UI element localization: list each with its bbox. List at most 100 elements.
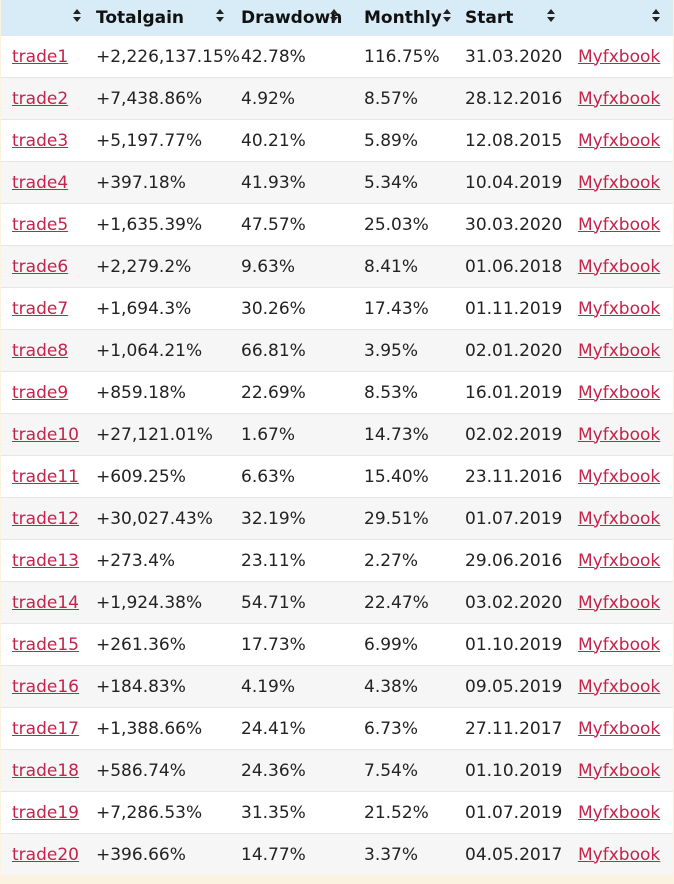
column-header-name[interactable]: [1, 0, 85, 35]
table-row: trade16 +184.83% 4.19% 4.38% 09.05.2019 Myfxb…: [1, 665, 673, 707]
start-date-cell: 29.06.2016: [454, 539, 568, 581]
start-date-cell: 09.05.2019: [465, 676, 563, 697]
myfxbook-cell: Myfxbook: [568, 329, 673, 371]
myfxbook-link[interactable]: Myfxbook: [578, 592, 661, 613]
myfxbook-link[interactable]: Myfxbook: [578, 844, 661, 865]
trade-name-link[interactable]: trade8: [12, 340, 69, 361]
trade-name-cell: trade5: [1, 203, 85, 245]
trade-name-link[interactable]: trade15: [12, 634, 79, 655]
trade-name-link[interactable]: trade2: [12, 88, 69, 109]
myfxbook-link[interactable]: Myfxbook: [578, 172, 661, 193]
myfxbook-cell: Myfxbook: [568, 539, 673, 581]
drawdown-cell: 42.78%: [230, 35, 353, 77]
myfxbook-link[interactable]: Myfxbook: [578, 550, 661, 571]
sort-arrows-icon[interactable]: [442, 6, 452, 26]
trade-name-link[interactable]: trade1: [12, 46, 69, 67]
myfxbook-link[interactable]: Myfxbook: [578, 634, 661, 655]
sort-arrows-icon[interactable]: [329, 6, 339, 26]
column-header-monthly[interactable]: Monthly: [353, 0, 454, 35]
start-date-cell: 16.01.2019: [465, 382, 563, 403]
monthly-cell: 5.34%: [364, 172, 419, 193]
drawdown-cell: 24.41%: [241, 718, 306, 739]
monthly-cell: 21.52%: [353, 791, 454, 833]
monthly-cell: 29.51%: [353, 497, 454, 539]
trade-name-link[interactable]: trade5: [12, 214, 69, 235]
trade-name-link[interactable]: trade17: [12, 718, 79, 739]
myfxbook-link[interactable]: Myfxbook: [578, 508, 661, 529]
trade-name-link[interactable]: trade4: [12, 172, 69, 193]
drawdown-cell: 41.93%: [230, 161, 353, 203]
totalgain-cell: +609.25%: [96, 466, 186, 487]
start-date-cell: 23.11.2016: [454, 455, 568, 497]
myfxbook-link[interactable]: Myfxbook: [578, 214, 661, 235]
myfxbook-link[interactable]: Myfxbook: [578, 718, 661, 739]
myfxbook-link[interactable]: Myfxbook: [578, 130, 661, 151]
column-header-link[interactable]: [568, 0, 673, 35]
drawdown-cell: 40.21%: [230, 119, 353, 161]
trade-name-cell: trade2: [1, 77, 85, 119]
drawdown-cell: 32.19%: [241, 508, 306, 529]
totalgain-cell: +1,388.66%: [85, 707, 230, 749]
myfxbook-cell: Myfxbook: [568, 707, 673, 749]
table-row: trade9 +859.18% 22.69% 8.53% 16.01.2019 Myfxb…: [1, 371, 673, 413]
monthly-cell: 4.38%: [353, 665, 454, 707]
myfxbook-link[interactable]: Myfxbook: [578, 46, 661, 67]
table-header-row: Totalgain Drawdown Monthly Start: [1, 0, 673, 35]
trade-name-cell: trade19: [1, 791, 85, 833]
myfxbook-link[interactable]: Myfxbook: [578, 424, 661, 445]
monthly-cell: 14.73%: [364, 424, 429, 445]
sort-arrows-icon[interactable]: [215, 6, 225, 26]
trade-name-link[interactable]: trade18: [12, 760, 79, 781]
column-header-drawdown[interactable]: Drawdown: [230, 0, 353, 35]
myfxbook-link[interactable]: Myfxbook: [578, 256, 661, 277]
trade-name-cell: trade17: [1, 707, 85, 749]
start-date-cell: 01.10.2019: [465, 760, 563, 781]
trade-name-link[interactable]: trade20: [12, 844, 79, 865]
sort-arrows-icon[interactable]: [546, 6, 556, 26]
drawdown-cell: 14.77%: [230, 833, 353, 875]
monthly-cell: 7.54%: [364, 760, 419, 781]
trade-name-link[interactable]: trade3: [12, 130, 69, 151]
sort-arrows-icon[interactable]: [72, 6, 82, 26]
start-date-cell: 01.11.2019: [465, 298, 563, 319]
trade-name-link[interactable]: trade6: [12, 256, 69, 277]
totalgain-cell: +273.4%: [96, 550, 176, 571]
trade-name-link[interactable]: trade10: [12, 424, 79, 445]
start-date-cell: 03.02.2020: [465, 592, 563, 613]
myfxbook-link[interactable]: Myfxbook: [578, 382, 661, 403]
myfxbook-link[interactable]: Myfxbook: [578, 676, 661, 697]
table-row: trade11 +609.25% 6.63% 15.40% 23.11.2016 Myfx…: [1, 455, 673, 497]
drawdown-cell: 1.67%: [241, 424, 296, 445]
myfxbook-link[interactable]: Myfxbook: [578, 340, 661, 361]
trade-name-link[interactable]: trade12: [12, 508, 79, 529]
drawdown-cell: 1.67%: [230, 413, 353, 455]
myfxbook-link[interactable]: Myfxbook: [578, 298, 661, 319]
trade-name-link[interactable]: trade19: [12, 802, 79, 823]
monthly-cell: 6.73%: [364, 718, 419, 739]
trade-name-link[interactable]: trade11: [12, 466, 79, 487]
trade-name-link[interactable]: trade9: [12, 382, 69, 403]
drawdown-cell: 14.77%: [241, 844, 306, 865]
column-header-start[interactable]: Start: [454, 0, 568, 35]
trade-name-link[interactable]: trade16: [12, 676, 79, 697]
totalgain-cell: +30,027.43%: [85, 497, 230, 539]
totalgain-cell: +2,226,137.15%: [85, 35, 240, 77]
trade-name-link[interactable]: trade7: [12, 298, 69, 319]
totalgain-cell: +7,438.86%: [85, 77, 230, 119]
monthly-cell: 17.43%: [364, 298, 429, 319]
trade-name-link[interactable]: trade14: [12, 592, 79, 613]
start-date-cell: 02.02.2019: [454, 413, 568, 455]
monthly-cell: 7.54%: [353, 749, 454, 791]
myfxbook-link[interactable]: Myfxbook: [578, 760, 661, 781]
myfxbook-link[interactable]: Myfxbook: [578, 466, 661, 487]
trade-name-link[interactable]: trade13: [12, 550, 79, 571]
totalgain-cell: +1,694.3%: [96, 298, 192, 319]
monthly-cell: 2.27%: [353, 539, 454, 581]
sort-arrows-icon[interactable]: [651, 6, 661, 26]
myfxbook-link[interactable]: Myfxbook: [578, 802, 661, 823]
myfxbook-link[interactable]: Myfxbook: [578, 88, 661, 109]
start-date-cell: 12.08.2015: [454, 119, 568, 161]
trade-name-cell: trade16: [1, 665, 85, 707]
column-header-totalgain[interactable]: Totalgain: [85, 0, 230, 35]
table-row: trade6 +2,279.2% 9.63% 8.41% 01.06.2018 Myfxb…: [1, 245, 673, 287]
